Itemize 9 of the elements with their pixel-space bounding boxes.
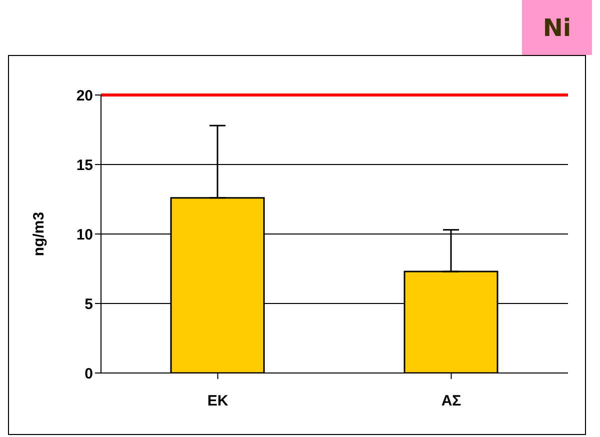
- y-tick-label: 10: [76, 226, 93, 244]
- y-tick-label: 0: [84, 365, 93, 382]
- y-axis-title: ng/m3: [30, 212, 48, 256]
- y-tick-label: 15: [76, 156, 93, 174]
- y-tick-label: 5: [84, 296, 93, 313]
- x-tick-label: ΕΚ: [207, 392, 228, 410]
- x-tick-label: ΑΣ: [441, 392, 462, 410]
- chart-title: Ni: [522, 0, 592, 55]
- y-tick-label: 20: [76, 87, 93, 104]
